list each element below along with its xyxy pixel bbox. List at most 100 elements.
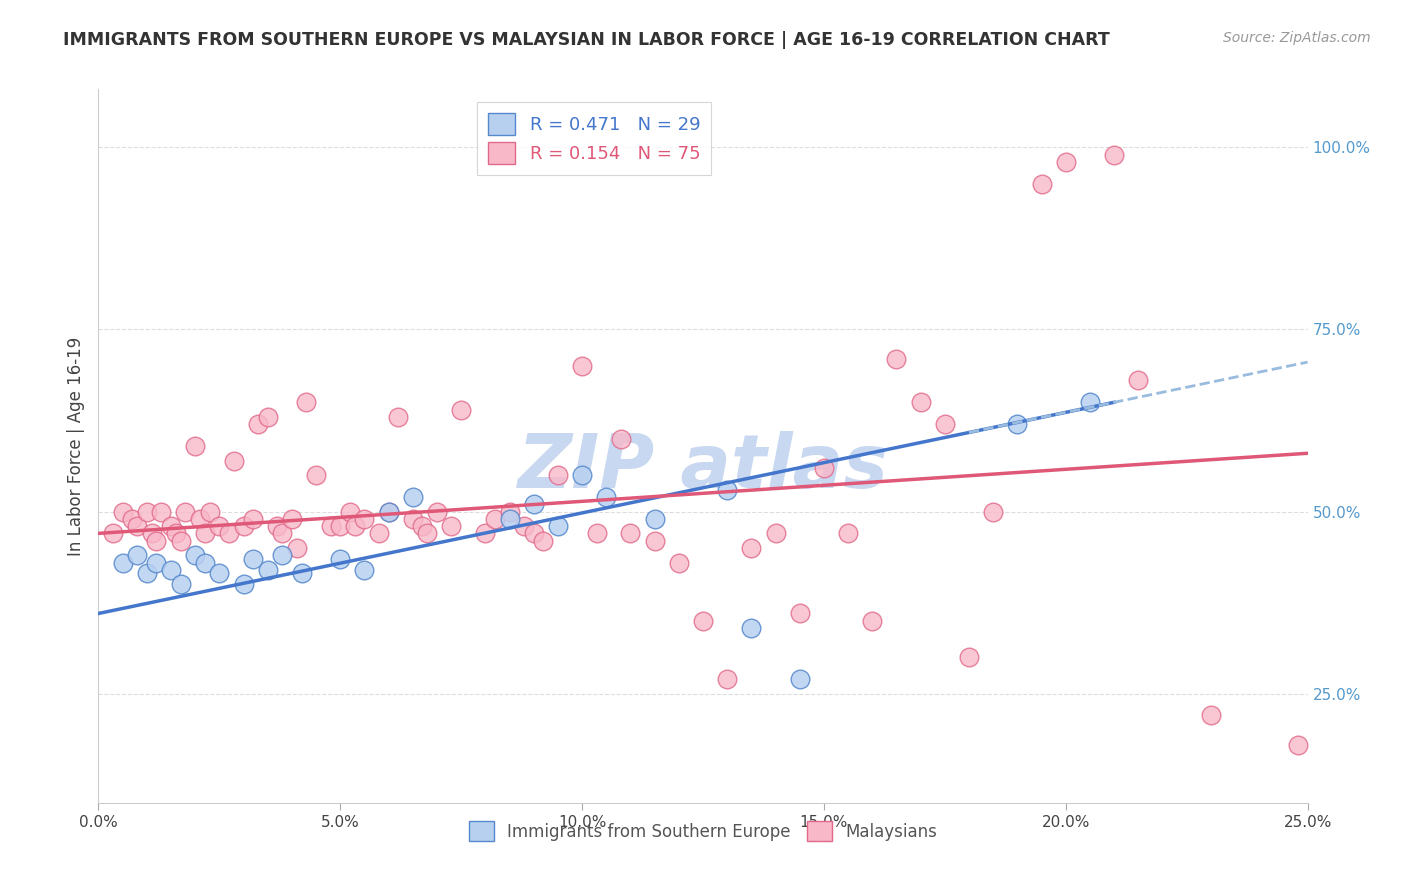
Point [789,672,811,686]
Point [716,483,738,497]
Point [498,504,520,518]
Point [837,526,859,541]
Point [668,556,690,570]
Point [184,548,207,562]
Point [957,650,980,665]
Point [160,519,183,533]
Point [295,395,318,409]
Point [232,519,254,533]
Point [111,556,134,570]
Point [484,512,506,526]
Point [585,526,607,541]
Point [886,351,908,366]
Point [1078,395,1101,409]
Point [523,497,546,511]
Point [141,526,163,541]
Point [101,526,124,541]
Point [740,541,762,555]
Point [531,533,554,548]
Point [353,563,375,577]
Legend: Immigrants from Southern Europe, Malaysians: Immigrants from Southern Europe, Malaysi… [463,814,943,848]
Point [981,504,1004,518]
Point [353,512,375,526]
Point [111,504,134,518]
Point [619,526,641,541]
Point [169,577,191,591]
Point [160,563,183,577]
Point [194,526,217,541]
Point [571,359,593,373]
Point [474,526,496,541]
Point [377,504,399,518]
Text: IMMIGRANTS FROM SOUTHERN EUROPE VS MALAYSIAN IN LABOR FORCE | AGE 16-19 CORRELAT: IMMIGRANTS FROM SOUTHERN EUROPE VS MALAY… [63,31,1109,49]
Point [513,519,536,533]
Point [692,614,714,628]
Point [523,526,546,541]
Point [440,519,463,533]
Point [610,432,633,446]
Point [150,504,173,518]
Point [402,512,425,526]
Point [498,512,520,526]
Point [1102,147,1125,161]
Point [1128,374,1150,388]
Point [169,533,191,548]
Point [329,552,352,566]
Point [1054,155,1077,169]
Point [343,519,366,533]
Text: ZIP atlas: ZIP atlas [517,431,889,504]
Point [127,519,149,533]
Point [218,526,240,541]
Point [860,614,883,628]
Point [450,402,472,417]
Point [1199,708,1222,723]
Point [339,504,361,518]
Point [910,395,932,409]
Point [789,607,811,621]
Point [222,453,245,467]
Point [145,556,167,570]
Point [368,526,391,541]
Point [305,468,328,483]
Point [644,512,666,526]
Point [184,439,207,453]
Point [716,672,738,686]
Point [411,519,433,533]
Point [281,512,304,526]
Point [266,519,288,533]
Point [1007,417,1029,432]
Point [271,548,294,562]
Point [377,504,399,518]
Point [571,468,593,483]
Point [547,519,569,533]
Point [256,409,278,424]
Point [290,566,312,581]
Point [329,519,352,533]
Point [135,504,157,518]
Point [198,504,221,518]
Point [1031,177,1053,191]
Point [1286,738,1309,752]
Point [174,504,197,518]
Point [247,417,270,432]
Point [387,409,409,424]
Point [402,490,425,504]
Point [740,621,762,635]
Point [145,533,167,548]
Point [127,548,149,562]
Point [256,563,278,577]
Point [242,552,264,566]
Point [644,533,666,548]
Point [285,541,308,555]
Point [121,512,143,526]
Point [547,468,569,483]
Point [194,556,217,570]
Point [934,417,956,432]
Point [135,566,157,581]
Point [595,490,617,504]
Point [813,460,835,475]
Point [232,577,254,591]
Point [271,526,294,541]
Point [319,519,342,533]
Point [188,512,211,526]
